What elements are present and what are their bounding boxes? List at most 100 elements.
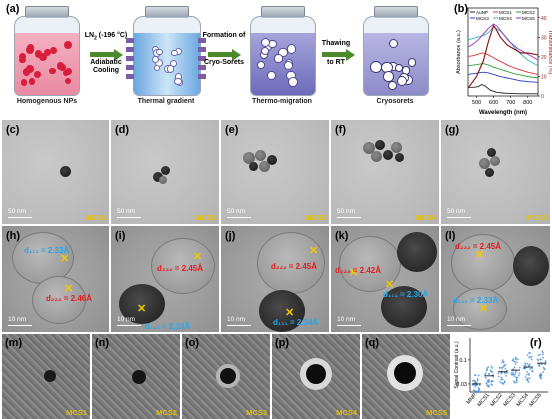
contrast-point [502,361,505,364]
nanoparticle-dot [383,71,394,83]
contrast-group-mcs2 [497,359,509,385]
contrast-point [531,367,533,370]
contrast-point [498,366,501,369]
ec-tile-o: (o) MCS3 [182,334,270,419]
arrow-cooling [90,52,114,57]
spectra-xtick-label-600: 600 [489,100,498,106]
contrast-point [530,358,533,361]
contrast-point [487,380,489,383]
scale-text-e: 50 nm [227,208,246,215]
scale-text-i: 10 nm [117,316,136,323]
scale-text-k: 10 nm [337,316,356,323]
contrast-point [497,372,500,375]
contrast-point [526,362,529,365]
contrast-point [485,377,487,379]
contrast-ytick-label-0: 0.1 [459,358,467,364]
contrast-point [512,358,515,360]
contrast-point [515,357,518,360]
nanoparticle-dot [387,81,397,90]
nanoparticle-dot [156,48,163,56]
contrast-point [500,372,503,375]
spectra-y2tick-label-40: 40 [541,16,547,22]
nanoparticle-dot [43,48,51,56]
arrow-cooling-head [114,48,123,61]
contrast-point [473,379,476,382]
contrast-point [530,355,533,358]
tem-tile-f: (f) 50 nm MCS4 [331,120,439,224]
contrast-point [491,371,494,374]
contrast-point [518,366,521,369]
contrast-point [514,362,517,365]
panel-letter-e: (e) [225,124,239,136]
contrast-point [474,385,477,388]
nanoparticle-dot [287,76,298,87]
step-text-formation-2: Cryo-Sorets [203,59,245,66]
contrast-point [490,380,493,383]
contrast-point [475,383,477,386]
panel-letter-m: (m) [5,337,23,349]
panel-letter-b: (b) [454,3,469,15]
spectra-panel: (b) 500 600 700 800 0 10 20 30 40 Wavelength (nm)… [452,0,552,118]
spectra-y2tick-label-10: 10 [541,74,547,80]
contrast-point [529,352,532,354]
contrast-point [503,364,506,367]
contrast-point [513,373,516,376]
contrast-point [517,358,519,361]
contrast-point [529,363,531,366]
contrast-point [541,353,544,356]
contrast-point [513,366,516,369]
contrast-point [513,380,515,383]
step-text-cooling: LN2 (-196 °C) [84,32,128,42]
sample-label-m: MCS1 [66,408,87,417]
contrast-point [512,368,515,370]
contrast-point [526,371,529,373]
contrast-point [471,383,474,386]
contrast-point [514,371,517,374]
contrast-point [486,384,488,386]
nanoparticle-dot [283,60,294,70]
contrast-group-mnp [471,374,481,394]
contrast-point [483,373,486,376]
panel-letter-o: (o) [185,337,200,349]
nanoparticle-dot [407,58,416,67]
spectra-plot-frame [467,7,539,97]
caption-cryosorets: Cryosorets [376,98,414,105]
spectra-y2tick-label-30: 30 [541,35,547,41]
contrast-point [478,384,481,386]
contrast-point [490,370,492,373]
contrast-point [500,378,503,381]
d-label-i-2: d₁₁₁ = 2.33Å [145,322,191,331]
nanoparticle-dot [396,75,408,87]
contrast-point [511,359,514,362]
contrast-point [527,373,530,376]
spectra-xtick-label-500: 500 [472,100,481,106]
contrast-point [475,391,477,394]
panel-letter-k: (k) [335,230,349,242]
contrast-point [526,378,529,381]
nanoparticle-dot [274,54,283,63]
contrast-xtick-label-mcs5: MCS5 [529,392,543,408]
contrast-point [477,374,480,377]
spectra-legend-aunp: AuNP [476,10,488,15]
contrast-point [537,359,540,362]
contrast-point [492,375,495,378]
contrast-point [505,374,508,377]
arrow-thawing-head [346,48,355,61]
nanoparticle-dot [151,56,159,64]
spectra-legend-mcs2: MCS2 [522,10,535,15]
contrast-point [524,362,526,365]
spectra-legend-mcs3: MCS3 [476,16,489,21]
contrast-point [490,365,493,368]
contrast-point [514,360,516,363]
nanoparticle-dot [260,47,269,56]
d-label-h-2: d₂₂₂ = 2.46Å [46,294,93,303]
nanoparticle-dot [50,47,58,55]
contrast-point [504,367,507,370]
contrast-point [501,361,503,364]
contrast-point [491,367,494,369]
arrow-formation [208,52,232,57]
ec-tile-m: (m) MCS1 [2,334,90,419]
panel-letter-a: (a) [6,3,20,15]
nanoparticle-dot [19,56,26,64]
